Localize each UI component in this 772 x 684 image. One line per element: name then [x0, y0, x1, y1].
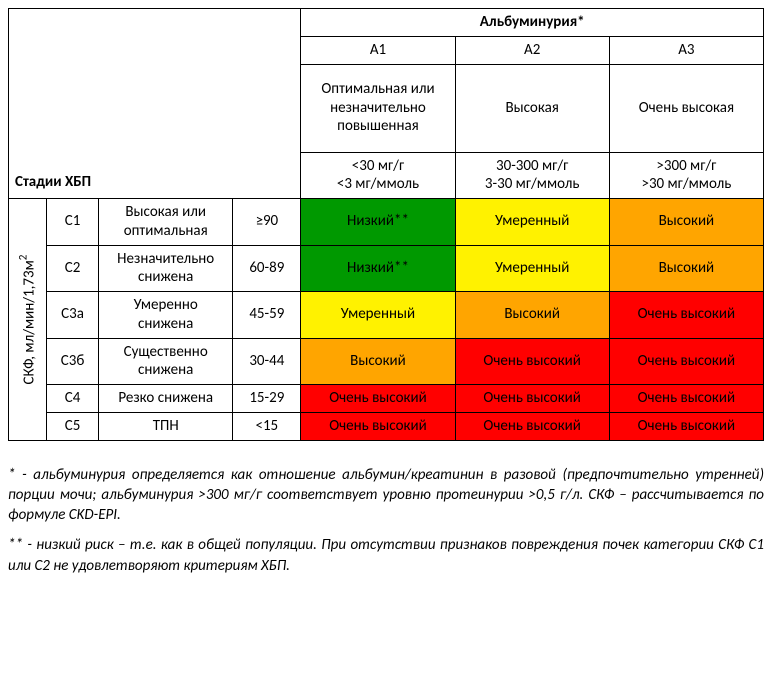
row-code: С1: [47, 199, 99, 246]
risk-cell: Очень высокий: [609, 292, 763, 339]
header-a2-desc: Высокая: [455, 64, 609, 152]
risk-cell: Очень высокий: [455, 338, 609, 385]
header-albuminuria: Альбуминурия*: [301, 9, 764, 37]
table-row: С5 ТПН <15 Очень высокий Очень высокий О…: [9, 412, 764, 440]
row-gfr: 15-29: [233, 385, 301, 413]
risk-cell: Умеренный: [455, 245, 609, 292]
header-a1-code: А1: [301, 36, 455, 64]
risk-cell: Очень высокий: [455, 385, 609, 413]
row-desc: ТПН: [99, 412, 233, 440]
table-row: С3б Существенно снижена 30-44 Высокий Оч…: [9, 338, 764, 385]
header-a3-range: >300 мг/г >30 мг/ммоль: [609, 152, 763, 199]
row-code: С5: [47, 412, 99, 440]
row-desc: Высокая или оптимальная: [99, 199, 233, 246]
row-code: С2: [47, 245, 99, 292]
row-gfr: 30-44: [233, 338, 301, 385]
row-gfr: <15: [233, 412, 301, 440]
table-row: С3а Умеренно снижена 45-59 Умеренный Выс…: [9, 292, 764, 339]
row-desc: Умеренно снижена: [99, 292, 233, 339]
row-gfr: 60-89: [233, 245, 301, 292]
risk-cell: Очень высокий: [301, 412, 455, 440]
header-a3-code: А3: [609, 36, 763, 64]
footnotes: * - альбуминурия определяется как отноше…: [8, 465, 764, 576]
risk-cell: Низкий**: [301, 245, 455, 292]
risk-cell: Высокий: [609, 245, 763, 292]
row-gfr: ≥90: [233, 199, 301, 246]
risk-cell: Высокий: [609, 199, 763, 246]
row-desc: Резко снижена: [99, 385, 233, 413]
stages-label: Стадии ХБП: [9, 152, 301, 199]
row-code: С4: [47, 385, 99, 413]
row-desc: Незначительно снижена: [99, 245, 233, 292]
table-row: СКФ, мл/мин/1,73м2 С1 Высокая или оптима…: [9, 199, 764, 246]
footnote-1: * - альбуминурия определяется как отноше…: [8, 465, 764, 526]
risk-cell: Очень высокий: [609, 338, 763, 385]
risk-cell: Очень высокий: [609, 412, 763, 440]
risk-cell: Высокий: [301, 338, 455, 385]
risk-cell: Очень высокий: [455, 412, 609, 440]
header-a1-range: <30 мг/г <3 мг/ммоль: [301, 152, 455, 199]
risk-cell: Умеренный: [301, 292, 455, 339]
row-code: С3а: [47, 292, 99, 339]
row-code: С3б: [47, 338, 99, 385]
ckd-risk-table: Альбуминурия* А1 А2 А3 Оптимальная или н…: [8, 8, 764, 441]
table-row: С2 Незначительно снижена 60-89 Низкий** …: [9, 245, 764, 292]
risk-cell: Умеренный: [455, 199, 609, 246]
gfr-axis-label: СКФ, мл/мин/1,73м2: [9, 199, 47, 441]
risk-cell: Низкий**: [301, 199, 455, 246]
row-gfr: 45-59: [233, 292, 301, 339]
header-blank: [9, 9, 301, 153]
header-a2-code: А2: [455, 36, 609, 64]
risk-cell: Очень высокий: [301, 385, 455, 413]
row-desc: Существенно снижена: [99, 338, 233, 385]
header-a1-desc: Оптимальная или незначительно повышенная: [301, 64, 455, 152]
header-a2-range: 30-300 мг/г 3-30 мг/ммоль: [455, 152, 609, 199]
table-row: С4 Резко снижена 15-29 Очень высокий Оче…: [9, 385, 764, 413]
risk-cell: Очень высокий: [609, 385, 763, 413]
header-a3-desc: Очень высокая: [609, 64, 763, 152]
footnote-2: ** - низкий риск – т.е. как в общей попу…: [8, 535, 764, 576]
risk-cell: Высокий: [455, 292, 609, 339]
